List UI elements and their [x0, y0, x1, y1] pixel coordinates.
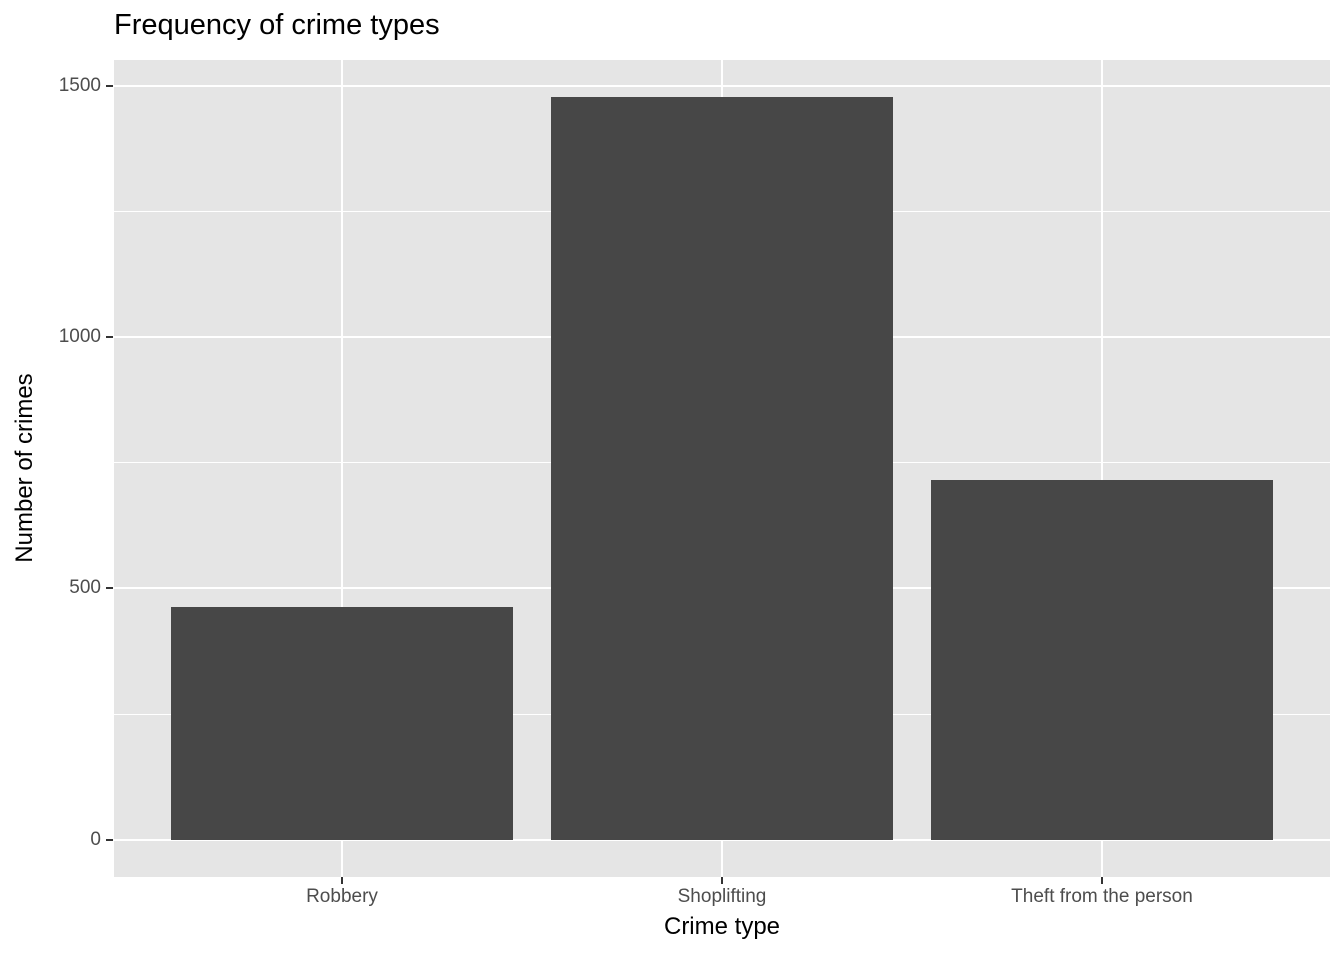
bar-shoplifting — [551, 97, 893, 840]
y-axis-tick-label: 0 — [90, 828, 101, 850]
x-axis-tick-label: Shoplifting — [677, 886, 767, 907]
x-axis-tick-mark — [721, 877, 723, 884]
x-axis-tick-label: Robbery — [306, 886, 378, 907]
y-axis-tick-mark — [106, 84, 113, 87]
x-axis-tick-label: Theft from the person — [1011, 886, 1193, 907]
y-axis-tick-label: 1500 — [58, 74, 101, 96]
bar-robbery — [171, 607, 513, 840]
y-axis-tick-mark — [106, 587, 113, 590]
y-axis-title: Number of crimes — [11, 373, 38, 563]
y-axis-tick-label: 1000 — [58, 326, 101, 347]
x-axis-tick-mark — [1101, 877, 1103, 884]
bar-theft-from-the-person — [931, 480, 1273, 840]
gridline-major-x — [1101, 60, 1103, 877]
x-axis-title: Crime type — [663, 913, 781, 940]
gridline-major-x — [341, 60, 343, 877]
plot-panel — [114, 60, 1330, 877]
chart-title: Frequency of crime types — [114, 9, 440, 41]
y-axis-tick-mark — [106, 838, 113, 841]
y-axis-tick-mark — [106, 336, 113, 338]
y-axis-tick-label: 500 — [69, 577, 101, 599]
x-axis-tick-mark — [341, 877, 343, 884]
